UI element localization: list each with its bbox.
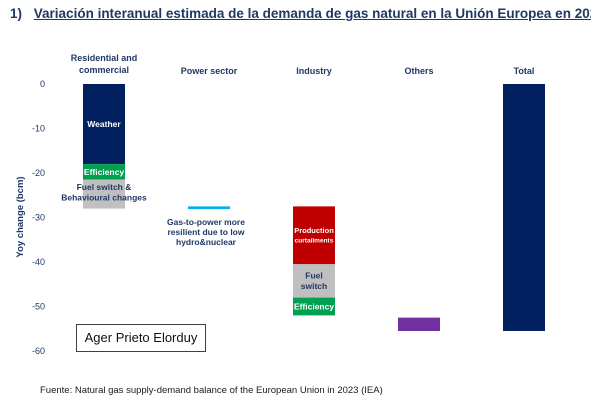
annotation: Gas-to-power more resilient due to low hyd… [167, 217, 245, 247]
y-tick-label: 0 [40, 79, 45, 89]
author-box: Ager Prieto Elorduy [76, 324, 206, 352]
category-label: Total [514, 66, 535, 76]
heading-number: 1) [10, 6, 23, 21]
category-label: Residential and commercial [71, 53, 138, 75]
y-tick-label: -60 [32, 346, 45, 356]
bar-segment [83, 84, 125, 165]
category-label: Power sector [181, 66, 238, 76]
bar-chart: 0 -10 -20 -30 -40 -50 -60 Yoy change (bcm) Resid… [15, 53, 545, 356]
segment-label: Weather [87, 119, 121, 129]
bar-segment [293, 297, 335, 316]
category-label: Others [404, 66, 433, 76]
bar-segment [293, 264, 335, 298]
segment-label: Efficiency [84, 167, 124, 177]
segment-label: Production curtailments [294, 226, 334, 245]
y-tick-label: -50 [32, 302, 45, 312]
bar-segment [83, 179, 125, 209]
chart-heading: 1) Variación interanual estimada de la d… [10, 6, 591, 21]
y-tick-label: -40 [32, 257, 45, 267]
bar-segment [83, 164, 125, 180]
author-name: Ager Prieto Elorduy [84, 330, 198, 345]
segment-label: Fuel switch [301, 271, 327, 292]
y-tick-label: -20 [32, 168, 45, 178]
heading-title: Variación interanual estimada de la dema… [33, 6, 591, 21]
segment-label: Fuel switch & Behavioural changes [61, 182, 147, 203]
source-note: Fuente: Natural gas supply-demand balanc… [40, 385, 383, 396]
bar-segment [503, 84, 545, 331]
bar-segment [188, 206, 230, 210]
bar-segment [398, 317, 440, 331]
category-label: Industry [296, 66, 332, 76]
y-axis-label: Yoy change (bcm) [15, 176, 26, 257]
y-tick-label: -30 [32, 213, 45, 223]
segment-label: Efficiency [294, 301, 334, 311]
bar-segment [293, 206, 335, 265]
y-tick-label: -10 [32, 124, 45, 134]
